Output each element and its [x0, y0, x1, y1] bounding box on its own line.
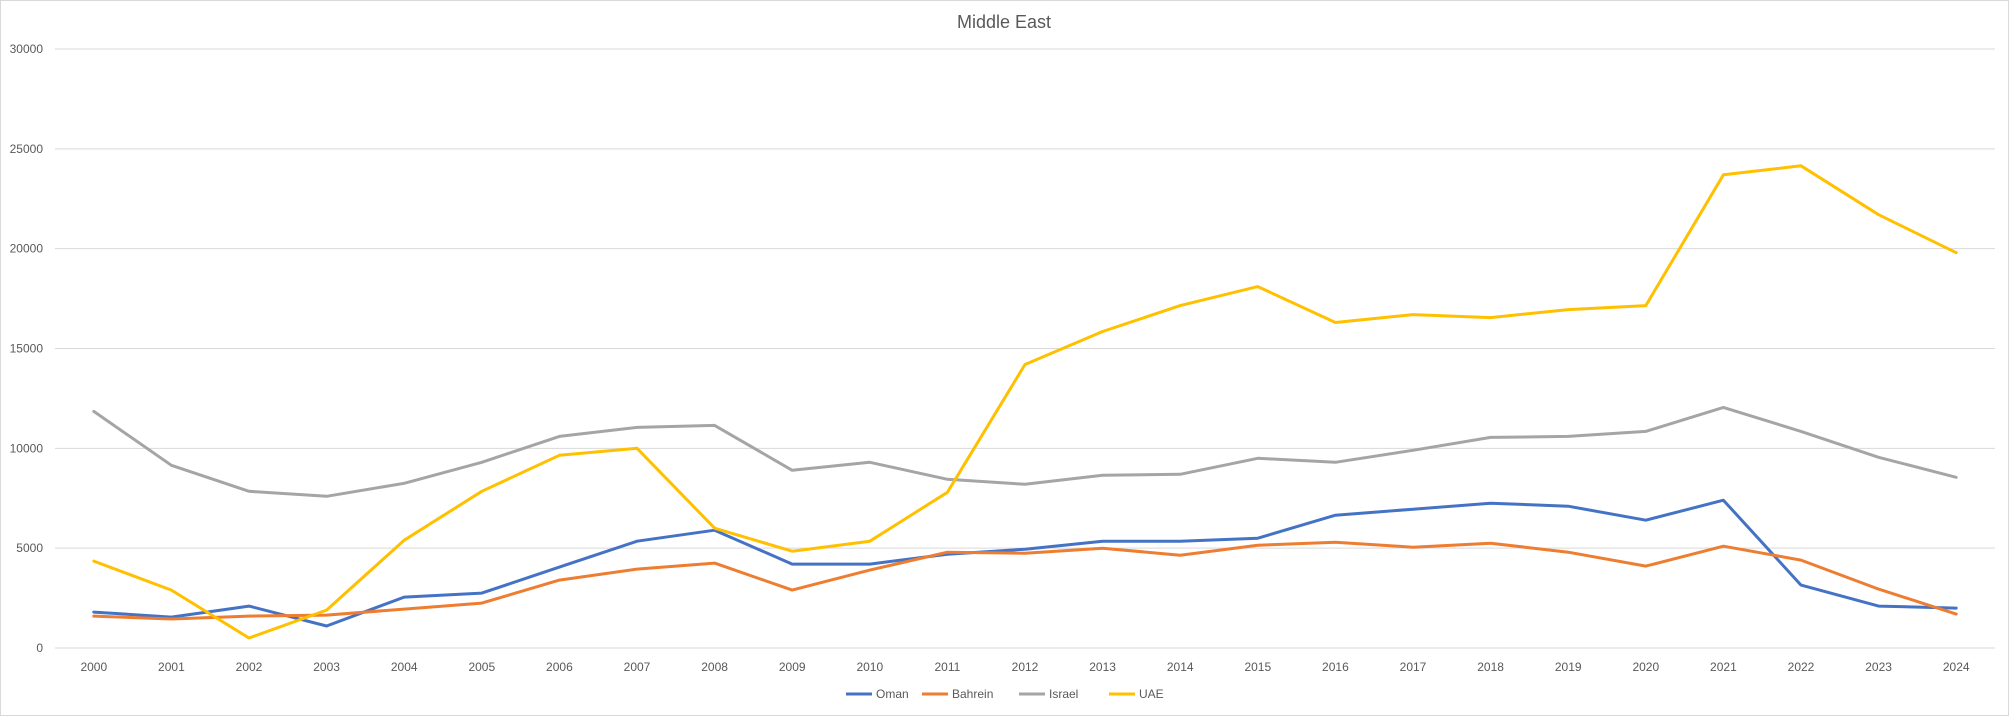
- legend-label: Oman: [876, 687, 909, 701]
- x-tick-label: 2007: [624, 660, 651, 674]
- y-axis-ticks: 0 5000 10000 15000 20000 25000 30000: [10, 42, 44, 655]
- x-tick-label: 2012: [1012, 660, 1039, 674]
- x-tick-label: 2022: [1788, 660, 1815, 674]
- x-tick-label: 2010: [856, 660, 883, 674]
- series-line-bahrein: [92, 540, 1958, 621]
- x-tick-label: 2009: [779, 660, 806, 674]
- x-tick-label: 2003: [313, 660, 340, 674]
- x-tick-label: 2004: [391, 660, 418, 674]
- legend-item-oman: Oman: [846, 687, 909, 701]
- series-line-oman: [92, 498, 1958, 628]
- x-tick-label: 2013: [1089, 660, 1116, 674]
- x-tick-label: 2021: [1710, 660, 1737, 674]
- legend-item-uae: UAE: [1109, 687, 1164, 701]
- x-tick-label: 2011: [934, 660, 960, 674]
- x-tick-label: 2023: [1865, 660, 1892, 674]
- x-tick-label: 2006: [546, 660, 573, 674]
- gridlines: [55, 48, 1995, 649]
- y-tick-label: 30000: [10, 42, 44, 56]
- y-tick-label: 5000: [16, 541, 43, 555]
- chart-title: Middle East: [957, 12, 1051, 32]
- x-tick-label: 2005: [468, 660, 495, 674]
- series-lines: [92, 164, 1958, 640]
- x-tick-label: 2000: [80, 660, 107, 674]
- legend: Oman Bahrein Israel UAE: [846, 687, 1164, 701]
- legend-label: UAE: [1139, 687, 1164, 701]
- x-tick-label: 2019: [1555, 660, 1582, 674]
- legend-item-israel: Israel: [1019, 687, 1078, 701]
- y-tick-label: 10000: [10, 441, 44, 455]
- x-tick-label: 2008: [701, 660, 728, 674]
- x-axis-ticks: 2000 2001 2002 2003 2004 2005 2006 2007 2008 2009…: [80, 660, 1969, 674]
- series-line-uae: [92, 164, 1958, 640]
- y-tick-label: 25000: [10, 142, 44, 156]
- x-tick-label: 2016: [1322, 660, 1349, 674]
- x-tick-label: 2002: [236, 660, 263, 674]
- x-tick-label: 2020: [1632, 660, 1659, 674]
- y-tick-label: 15000: [10, 342, 44, 356]
- y-tick-label: 0: [36, 641, 43, 655]
- x-tick-label: 2015: [1244, 660, 1271, 674]
- x-tick-label: 2024: [1943, 660, 1970, 674]
- legend-item-bahrein: Bahrein: [922, 687, 993, 701]
- x-tick-label: 2017: [1400, 660, 1427, 674]
- x-tick-label: 2014: [1167, 660, 1194, 674]
- legend-label: Bahrein: [952, 687, 993, 701]
- x-tick-label: 2001: [158, 660, 185, 674]
- legend-label: Israel: [1049, 687, 1078, 701]
- y-tick-label: 20000: [10, 242, 44, 256]
- series-line-israel: [92, 405, 1958, 498]
- x-tick-label: 2018: [1477, 660, 1504, 674]
